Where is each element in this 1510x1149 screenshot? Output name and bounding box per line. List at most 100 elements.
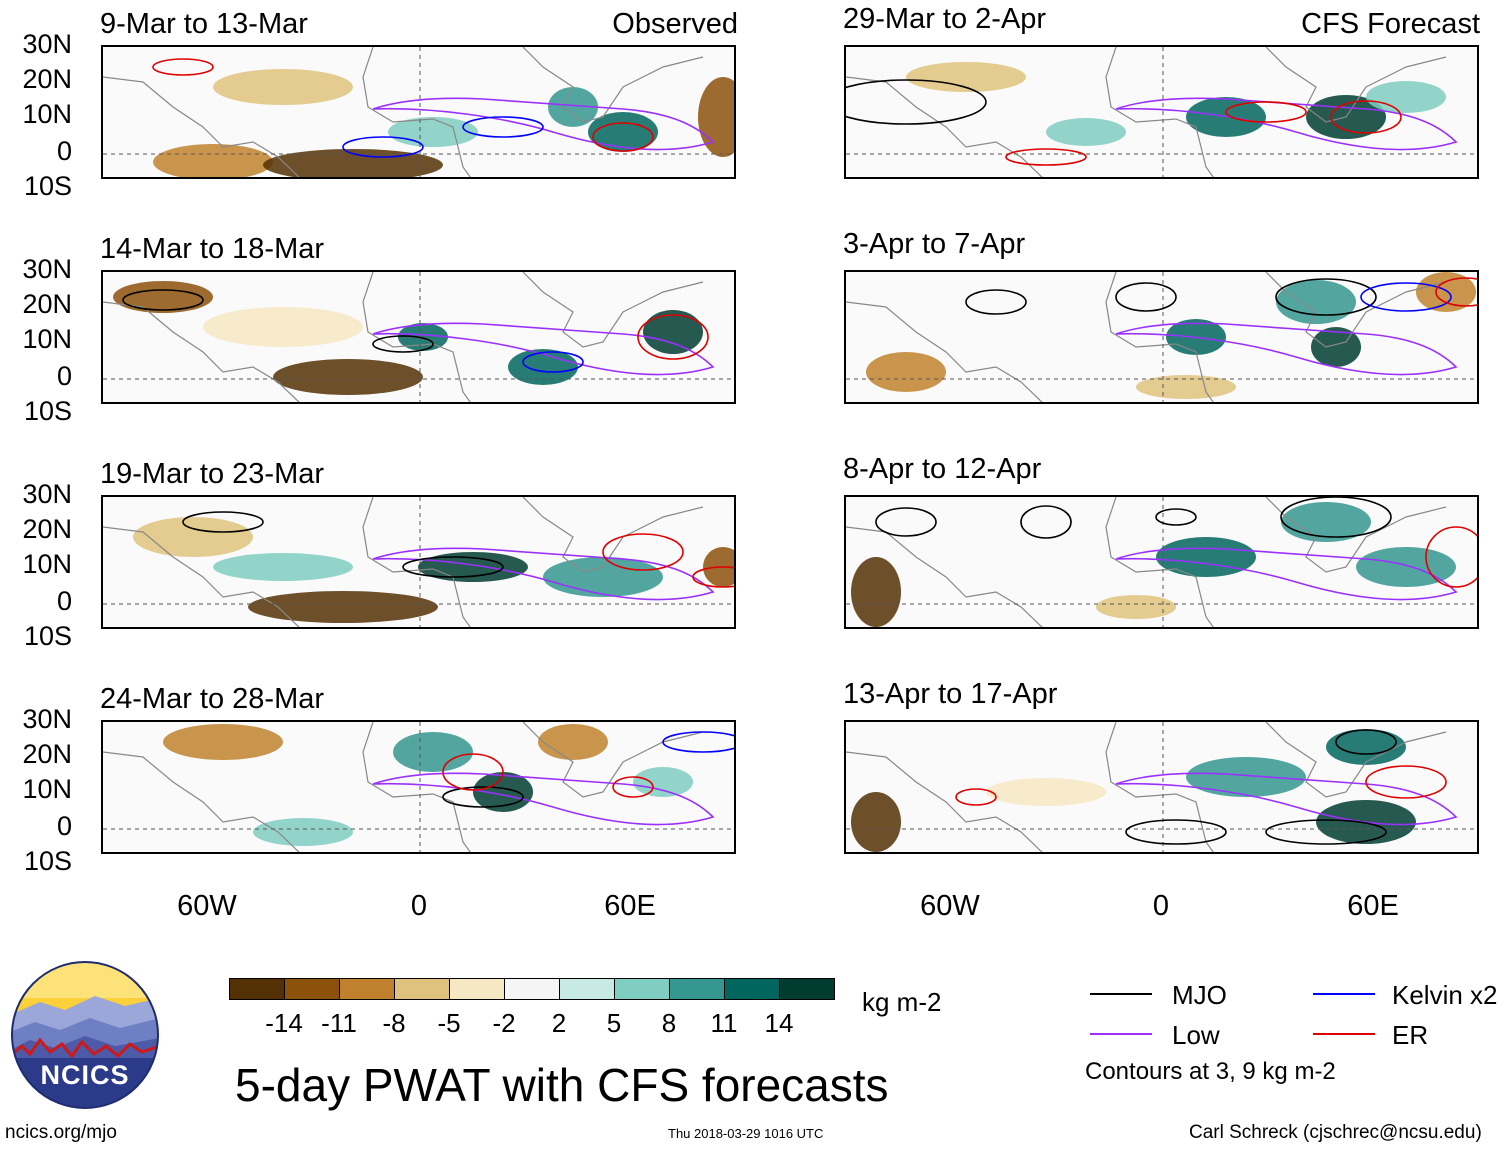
lat-label: 20N [22, 739, 72, 769]
colorbar-tick-label: 2 [551, 1008, 567, 1038]
pwat-anomaly-shading [1356, 547, 1456, 587]
lat-label: 10N [22, 99, 72, 129]
lon-label-60w-right: 60W [920, 890, 980, 922]
wave-contour [402, 556, 504, 578]
lat-label: 10N [22, 774, 72, 804]
pwat-anomaly-shading [906, 62, 1026, 92]
wave-contour [1330, 100, 1402, 134]
pwat-anomaly-shading [213, 69, 353, 105]
lat-label: 10N [22, 549, 72, 579]
wave-contour [1365, 765, 1447, 799]
pwat-anomaly-shading [163, 724, 283, 760]
pwat-anomaly-shading [393, 732, 473, 772]
pwat-anomaly-shading [203, 307, 363, 347]
figure-title: 5-day PWAT with CFS forecasts [235, 1059, 889, 1111]
lat-label: 10S [23, 846, 72, 876]
colorbar-swatch [229, 978, 285, 1000]
pwat-anomaly-shading [398, 323, 448, 351]
colorbar-tick-label: -2 [492, 1008, 516, 1038]
panel-date-3: 19-Mar to 23-Mar [100, 458, 325, 490]
panel-date-7: 8-Apr to 12-Apr [843, 453, 1042, 485]
wave-contour [1275, 278, 1377, 316]
coastline-africa-asia [1105, 722, 1447, 852]
wave-contour [692, 566, 734, 588]
colorbar-swatch [339, 978, 395, 1000]
legend-line-low [1090, 1033, 1152, 1035]
lat-label: 10S [23, 171, 72, 201]
wave-contour [372, 335, 434, 353]
wave-contour [602, 533, 684, 571]
wave-contour [462, 116, 544, 138]
colorbar-swatch [614, 978, 670, 1000]
wave-contour [592, 122, 654, 152]
lat-label: 10S [23, 621, 72, 651]
lat-label: 0 [56, 811, 72, 841]
coastline-americas [846, 76, 1043, 177]
colorbar-tick-label: -11 [321, 1008, 357, 1038]
wave-contour [1005, 148, 1087, 166]
legend-note: Contours at 3, 9 kg m-2 [1085, 1058, 1336, 1085]
lat-label: 20N [22, 514, 72, 544]
pwat-anomaly-shading [1096, 595, 1176, 619]
wave-contour [846, 79, 987, 125]
lat-label: 10N [22, 324, 72, 354]
colorbar-tick-label: -5 [437, 1008, 461, 1038]
wave-contour [1335, 729, 1397, 755]
pwat-anomaly-shading [1326, 729, 1406, 765]
legend-line-kelvin [1313, 993, 1375, 995]
wave-contour [955, 788, 997, 806]
ncics-logo: NCICS [10, 960, 160, 1110]
panel-date-5: 29-Mar to 2-Apr [843, 3, 1047, 35]
pwat-anomaly-shading [153, 144, 273, 177]
pwat-anomaly-shading [588, 112, 658, 152]
colorbar-units: kg m-2 [862, 987, 942, 1017]
lon-label-0-right: 0 [1152, 890, 1170, 922]
map-panel-1 [101, 45, 736, 179]
pwat-anomaly-shading [253, 818, 353, 846]
panel-corner-forecast: CFS Forecast [1301, 8, 1480, 40]
low-contour [372, 322, 715, 376]
colorbar-tick-label: -14 [265, 1008, 303, 1038]
wave-contour [342, 136, 424, 158]
coastline-africa-asia [362, 47, 704, 177]
lat-label: 30N [22, 254, 72, 284]
lat-label: 0 [56, 361, 72, 391]
pwat-anomaly-shading [643, 310, 703, 354]
pwat-anomaly-shading [1281, 502, 1371, 542]
lat-label: 0 [56, 586, 72, 616]
pwat-anomaly-shading [1366, 81, 1446, 113]
wave-contour [1020, 505, 1072, 539]
wave-contour [1265, 819, 1387, 845]
low-contour [1115, 97, 1458, 151]
low-contour [372, 547, 715, 601]
colorbar-tick-label: 8 [661, 1008, 677, 1038]
lat-label: 10S [23, 396, 72, 426]
pwat-anomaly-shading [1311, 327, 1361, 367]
pwat-anomaly-shading [543, 557, 663, 597]
ncics-logo-icon: NCICS [11, 961, 159, 1109]
low-contour [372, 97, 715, 151]
coastline-africa-asia [362, 272, 704, 402]
pwat-anomaly-shading [538, 724, 608, 760]
legend-label-mjo: MJO [1172, 980, 1227, 1010]
map-panel-2 [101, 270, 736, 404]
pwat-anomaly-shading [213, 553, 353, 581]
footer-credit: Carl Schreck (cjschrec@ncsu.edu) [1189, 1122, 1482, 1143]
colorbar-swatch [724, 978, 780, 1000]
map-panel-3 [101, 495, 736, 629]
footer-url[interactable]: ncics.org/mjo [5, 1122, 117, 1143]
pwat-anomaly-shading [248, 591, 438, 623]
lat-label: 30N [22, 479, 72, 509]
low-contour [1115, 772, 1458, 826]
pwat-anomaly-shading [866, 352, 946, 392]
pwat-anomaly-shading [1046, 118, 1126, 146]
wave-contour [662, 731, 734, 753]
map-panel-6 [844, 270, 1479, 404]
pwat-anomaly-shading [1186, 757, 1306, 797]
pwat-anomaly-shading [133, 517, 253, 557]
pwat-anomaly-shading [1136, 375, 1236, 399]
wave-contour [1155, 508, 1197, 526]
panel-date-4: 24-Mar to 28-Mar [100, 683, 325, 715]
lon-label-60e-right: 60E [1347, 890, 1399, 922]
panel-date-8: 13-Apr to 17-Apr [843, 678, 1058, 710]
